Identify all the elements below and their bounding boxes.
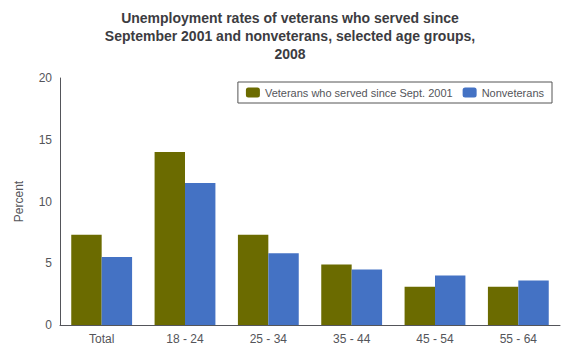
svg-text:0: 0 — [45, 318, 52, 332]
svg-text:10: 10 — [39, 195, 53, 209]
svg-text:45 - 54: 45 - 54 — [416, 332, 454, 346]
svg-text:35 - 44: 35 - 44 — [333, 332, 371, 346]
svg-text:25 - 34: 25 - 34 — [250, 332, 288, 346]
svg-text:Veterans who served since Sept: Veterans who served since Sept. 2001 — [265, 87, 453, 99]
svg-text:September 2001 and nonveterans: September 2001 and nonveterans, selected… — [105, 28, 475, 44]
svg-text:Unemployment rates of veterans: Unemployment rates of veterans who serve… — [121, 10, 459, 26]
svg-text:18 - 24: 18 - 24 — [166, 332, 204, 346]
svg-text:Percent: Percent — [12, 180, 26, 222]
svg-text:2008: 2008 — [274, 46, 305, 62]
svg-text:Nonveterans: Nonveterans — [482, 87, 545, 99]
svg-text:20: 20 — [39, 71, 53, 85]
svg-text:5: 5 — [45, 256, 52, 270]
svg-text:55 - 64: 55 - 64 — [500, 332, 538, 346]
svg-text:15: 15 — [39, 133, 53, 147]
svg-text:Total: Total — [89, 332, 114, 346]
